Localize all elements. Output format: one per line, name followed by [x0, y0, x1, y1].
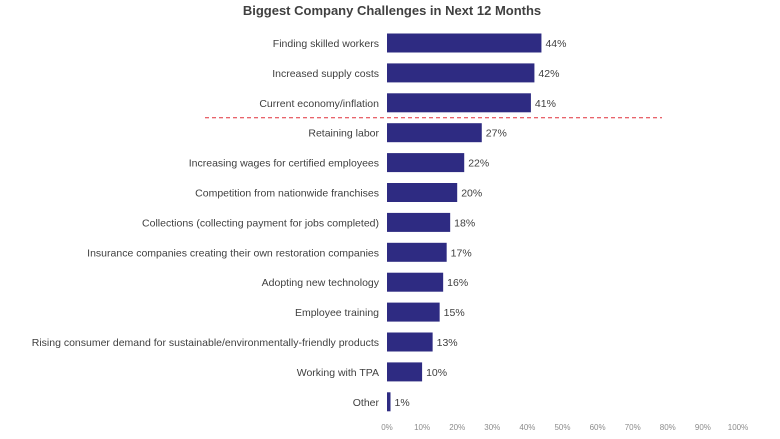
bar [387, 123, 482, 143]
category-label: Collections (collecting payment for jobs… [142, 217, 379, 229]
x-tick-label: 90% [695, 423, 711, 432]
bar-row-increasing-wages-for-certified-employees: Increasing wages for certified employees… [189, 153, 489, 173]
bar [387, 242, 447, 262]
bar-row-insurance-companies-creating-their-own-restoration-companies: Insurance companies creating their own r… [87, 242, 472, 262]
category-label: Rising consumer demand for sustainable/e… [32, 337, 379, 349]
value-label: 22% [468, 158, 489, 170]
category-label: Increasing wages for certified employees [189, 158, 379, 170]
bar-row-other: Other 1% [353, 392, 410, 412]
bar-row-adopting-new-technology: Adopting new technology 16% [262, 272, 468, 292]
bar [387, 272, 444, 292]
category-label: Other [353, 397, 380, 409]
x-tick-label: 60% [590, 423, 606, 432]
bar [387, 153, 465, 173]
bar [387, 302, 440, 322]
bar [387, 212, 451, 232]
bar [387, 63, 535, 83]
bar-row-retaining-labor: Retaining labor 27% [308, 123, 507, 143]
bar-row-current-economy-inflation: Current economy/inflation 41% [259, 93, 556, 113]
category-label: Insurance companies creating their own r… [87, 247, 379, 259]
x-tick-label: 40% [519, 423, 535, 432]
value-label: 44% [545, 38, 566, 50]
value-label: 20% [461, 188, 482, 200]
category-label: Adopting new technology [262, 277, 380, 289]
category-label: Employee training [295, 307, 379, 319]
bar [387, 362, 423, 382]
x-tick-label: 30% [484, 423, 500, 432]
category-label: Increased supply costs [272, 68, 379, 80]
value-label: 18% [454, 217, 475, 229]
category-label: Competition from nationwide franchises [195, 188, 379, 200]
value-label: 41% [535, 98, 556, 110]
bar-row-employee-training: Employee training 15% [295, 302, 465, 322]
x-tick-label: 20% [449, 423, 465, 432]
category-label: Current economy/inflation [259, 98, 379, 110]
bar [387, 33, 542, 53]
x-tick-label: 10% [414, 423, 430, 432]
category-label: Retaining labor [308, 128, 379, 140]
category-label: Finding skilled workers [273, 38, 379, 50]
value-label: 17% [451, 247, 472, 259]
x-tick-label: 0% [381, 423, 393, 432]
bar-row-rising-consumer-demand-for-sustainable-environmentally-friendly-products: Rising consumer demand for sustainable/e… [32, 332, 458, 352]
bar [387, 392, 391, 412]
bar [387, 332, 433, 352]
bar-row-finding-skilled-workers: Finding skilled workers 44% [273, 33, 566, 53]
bar [387, 183, 458, 202]
value-label: 16% [447, 277, 468, 289]
value-label: 15% [444, 307, 465, 319]
bar-row-collections-collecting-payment-for-jobs-completed: Collections (collecting payment for jobs… [142, 212, 475, 232]
bars-layer: Finding skilled workers 44% Increased supp… [32, 33, 566, 412]
bar [387, 93, 531, 113]
value-label: 13% [437, 337, 458, 349]
x-tick-label: 70% [625, 423, 641, 432]
value-label: 10% [426, 367, 447, 379]
bar-row-increased-supply-costs: Increased supply costs 42% [272, 63, 559, 83]
bar-row-competition-from-nationwide-franchises: Competition from nationwide franchises 20… [195, 183, 482, 202]
x-tick-label: 50% [554, 423, 570, 432]
bar-row-working-with-tpa: Working with TPA 10% [297, 362, 447, 382]
x-tick-label: 80% [660, 423, 676, 432]
category-label: Working with TPA [297, 367, 379, 379]
value-label: 1% [395, 397, 410, 409]
value-label: 42% [538, 68, 559, 80]
value-label: 27% [486, 128, 507, 140]
chart-title: Biggest Company Challenges in Next 12 Mo… [243, 3, 541, 18]
x-tick-label: 100% [728, 423, 748, 432]
x-axis: 0% 10% 20% 30% 40% 50% 60% 70% 80% 90% 100% [381, 423, 748, 432]
